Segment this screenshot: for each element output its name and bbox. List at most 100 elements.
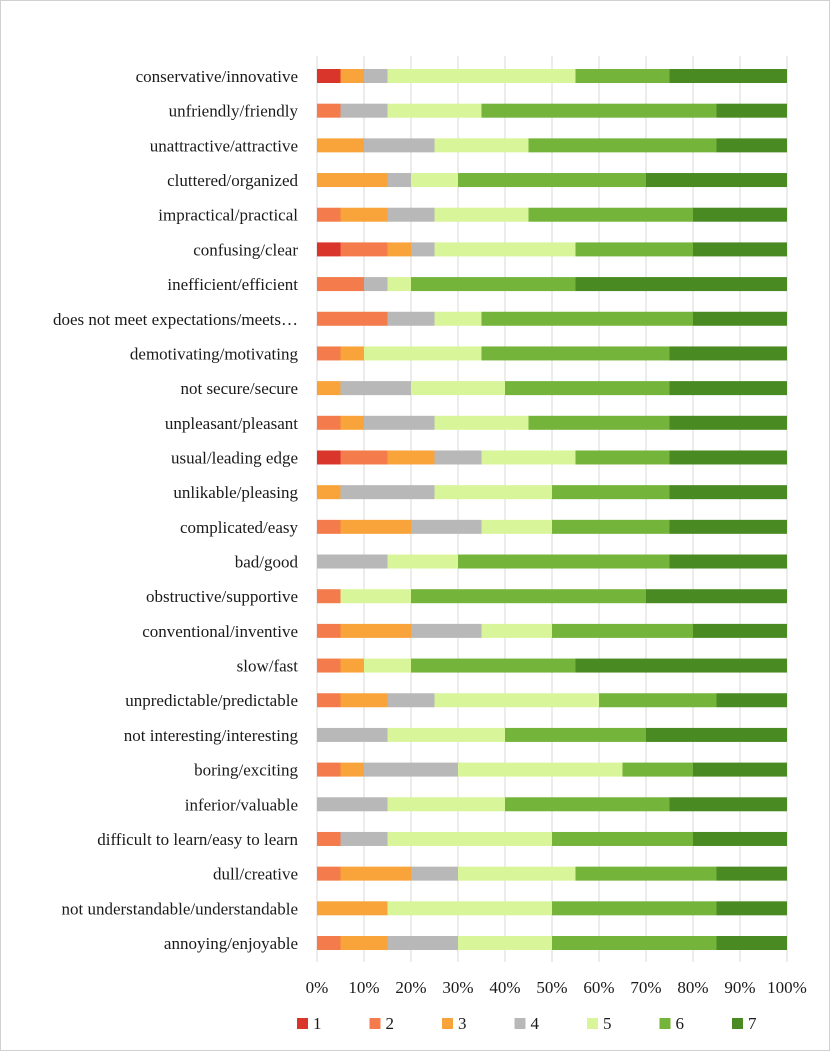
bar-segment-3 <box>340 762 364 777</box>
legend-swatch <box>297 1018 308 1029</box>
bar-segment-4 <box>364 762 458 777</box>
x-tick-label: 10% <box>348 978 379 997</box>
category-label: does not meet expectations/meets… <box>53 310 298 329</box>
bar-segment-7 <box>693 311 787 326</box>
bar-segment-6 <box>481 346 670 361</box>
x-tick-label: 100% <box>767 978 807 997</box>
bar-segment-5 <box>387 727 505 742</box>
x-tick-label: 30% <box>442 978 473 997</box>
legend-label: 1 <box>313 1014 322 1033</box>
bar-segment-3 <box>317 173 388 188</box>
bar-segment-5 <box>434 693 599 708</box>
category-label: unpredictable/predictable <box>125 691 298 710</box>
bar-segment-6 <box>411 277 576 292</box>
bar-segment-4 <box>411 623 482 638</box>
bar-segment-5 <box>340 589 411 604</box>
bar-segment-3 <box>317 901 388 916</box>
x-tick-label: 20% <box>395 978 426 997</box>
bar-segment-6 <box>552 901 717 916</box>
bar-segment-4 <box>340 103 388 118</box>
category-label: not understandable/understandable <box>61 899 298 918</box>
category-label: usual/leading edge <box>171 448 298 467</box>
bar-segment-4 <box>387 936 458 950</box>
bar-segment-5 <box>481 519 552 534</box>
category-label: bad/good <box>235 553 299 572</box>
bar-segment-3 <box>317 138 364 153</box>
bar-segment-7 <box>646 589 787 604</box>
bar-segment-4 <box>434 450 482 465</box>
bar-segment-6 <box>458 173 646 188</box>
bar-segment-5 <box>458 936 552 950</box>
legend-label: 2 <box>386 1014 395 1033</box>
category-label: conservative/innovative <box>136 67 298 86</box>
bar-segment-7 <box>669 519 787 534</box>
bar-segment-6 <box>505 381 670 396</box>
category-label: unfriendly/friendly <box>169 102 299 121</box>
category-label: complicated/easy <box>180 518 299 537</box>
legend-swatch <box>587 1018 598 1029</box>
bar-segment-7 <box>693 207 787 222</box>
x-tick-label: 40% <box>489 978 520 997</box>
category-label: unattractive/attractive <box>150 136 298 155</box>
category-label: impractical/practical <box>158 206 298 225</box>
bar-segment-3 <box>317 381 341 396</box>
bar-segment-4 <box>387 311 435 326</box>
bar-segment-7 <box>716 936 787 950</box>
x-tick-labels: 0% 10% 20% 30% 40% 50% 60% 70% 80% 90% 100% <box>306 978 807 997</box>
bar-segment-6 <box>575 242 693 257</box>
category-label: difficult to learn/easy to learn <box>97 830 298 849</box>
bar-segment-5 <box>387 554 458 569</box>
bar-segment-5 <box>434 415 529 430</box>
category-label: conventional/inventive <box>142 622 298 641</box>
bar-segment-6 <box>622 762 693 777</box>
bar-segment-3 <box>317 485 341 500</box>
x-tick-label: 70% <box>630 978 661 997</box>
x-tick-label: 90% <box>724 978 755 997</box>
bar-segment-1 <box>317 450 341 465</box>
bar-segment-6 <box>458 554 670 569</box>
bar-segment-4 <box>364 69 388 83</box>
bar-segment-5 <box>411 381 505 396</box>
x-tick-label: 50% <box>536 978 567 997</box>
category-label: demotivating/motivating <box>130 344 299 363</box>
bar-segment-3 <box>340 693 388 708</box>
bar-segment-7 <box>669 554 787 569</box>
category-label: boring/exciting <box>194 761 298 780</box>
bar-segment-6 <box>552 485 670 500</box>
bar-segment-4 <box>364 277 388 292</box>
bar-segment-5 <box>458 866 576 881</box>
bar-segment-3 <box>340 658 364 673</box>
legend-swatch <box>369 1018 381 1029</box>
bar-segment-5 <box>364 346 482 361</box>
bar-segment-5 <box>387 831 552 846</box>
legend-label: 5 <box>603 1014 612 1033</box>
bar-segment-6 <box>552 623 693 638</box>
bar-segment-7 <box>693 242 787 257</box>
bar-segment-7 <box>693 623 787 638</box>
bar-segment-5 <box>434 242 576 257</box>
bar-segment-7 <box>669 69 787 83</box>
bar-segment-6 <box>575 866 717 881</box>
bar-segment-2 <box>317 762 341 777</box>
bar-segment-7 <box>669 381 787 396</box>
x-tick-label: 60% <box>583 978 614 997</box>
bar-segment-6 <box>481 311 693 326</box>
legend-swatch <box>659 1018 671 1029</box>
category-label: inefficient/efficient <box>167 275 298 294</box>
category-label: not interesting/interesting <box>124 726 299 745</box>
bar-segment-6 <box>552 519 670 534</box>
bar-segment-5 <box>434 485 552 500</box>
bar-segment-2 <box>317 311 388 326</box>
bar-segment-4 <box>317 554 388 569</box>
bar-segment-6 <box>552 936 717 950</box>
bar-segment-4 <box>387 173 411 188</box>
bar-segment-6 <box>599 693 717 708</box>
bar-segment-2 <box>317 589 341 604</box>
legend-label: 7 <box>748 1014 757 1033</box>
bar-segment-4 <box>340 831 388 846</box>
bar-segment-2 <box>317 103 341 118</box>
bar-segment-2 <box>317 831 341 846</box>
category-labels: conservative/innovative unfriendly/friend… <box>53 67 299 953</box>
bar-segment-5 <box>387 277 411 292</box>
